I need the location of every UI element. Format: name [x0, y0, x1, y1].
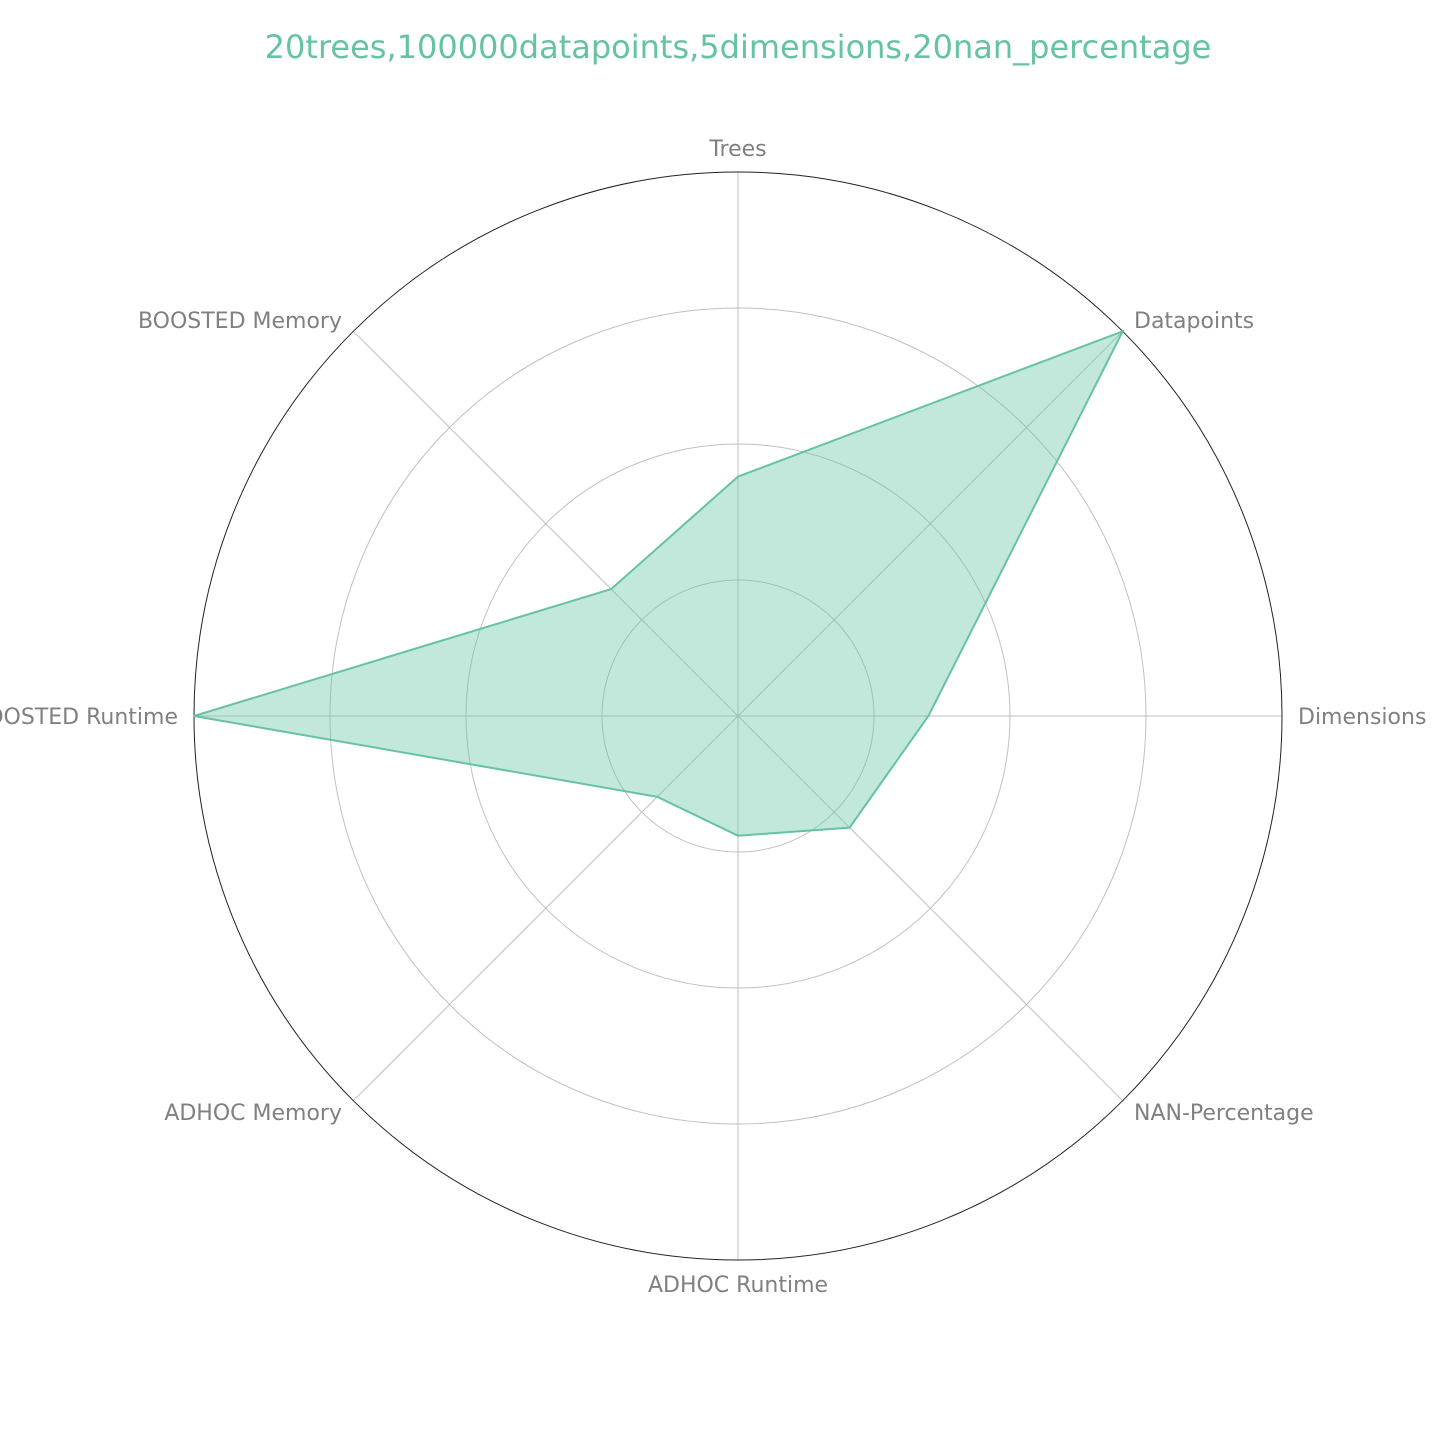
- axis-labels: Trees Datapoints Dimensions NAN-Percentage A…: [0, 137, 1426, 1298]
- axis-label: Dimensions: [1298, 705, 1426, 730]
- axis-spoke: [352, 330, 739, 717]
- axis-spoke: [737, 330, 1124, 717]
- axis-label: Trees: [708, 137, 766, 162]
- axis-label: ADHOC Memory: [164, 1101, 342, 1126]
- axis-label: ADHOC Runtime: [648, 1273, 828, 1298]
- data-area-layer: [193, 329, 1125, 837]
- axis-label: BOOSTED Memory: [138, 309, 342, 334]
- data-area: [193, 329, 1125, 837]
- chart-title: 20trees,100000datapoints,5dimensions,20n…: [265, 28, 1212, 66]
- radar-grid: [193, 171, 1283, 1261]
- axis-label: BOOSTED Runtime: [0, 705, 178, 730]
- axis-label: NAN-Percentage: [1134, 1101, 1314, 1126]
- axis-spoke: [352, 715, 739, 1102]
- axis-spoke: [737, 715, 1124, 1102]
- axis-label: Datapoints: [1134, 309, 1254, 334]
